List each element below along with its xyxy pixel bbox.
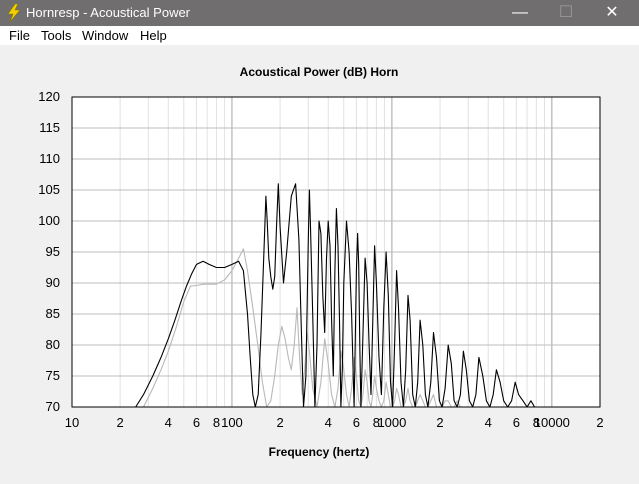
close-icon: ✕ <box>605 4 619 21</box>
x-tick-label: 6 <box>353 415 360 430</box>
maximize-icon: ☐ <box>558 4 574 21</box>
x-tick-label: 4 <box>325 415 332 430</box>
x-tick-label: 8 <box>373 415 380 430</box>
y-tick-label: 90 <box>46 275 60 290</box>
x-axis-label: Frequency (hertz) <box>269 445 370 459</box>
y-tick-label: 80 <box>46 337 60 352</box>
menu-file[interactable]: File <box>9 28 30 43</box>
maximize-button[interactable]: ☐ <box>543 0 589 26</box>
x-tick-label: 2 <box>596 415 603 430</box>
x-tick-label: 6 <box>193 415 200 430</box>
x-tick-label: 8 <box>213 415 220 430</box>
series-line <box>135 183 536 408</box>
y-tick-label: 70 <box>46 399 60 414</box>
x-tick-label: 2 <box>276 415 283 430</box>
y-tick-label: 120 <box>38 89 60 104</box>
y-tick-label: 100 <box>38 213 60 228</box>
y-tick-label: 110 <box>39 151 60 166</box>
window-title: Hornresp - Acoustical Power <box>26 5 191 20</box>
menu-window[interactable]: Window <box>82 28 129 43</box>
y-tick-label: 85 <box>46 306 60 321</box>
x-tick-label: 10000 <box>534 415 570 430</box>
x-tick-label: 10 <box>65 415 79 430</box>
x-tick-label: 2 <box>117 415 124 430</box>
lightning-icon <box>7 4 21 22</box>
x-tick-label: 2 <box>436 415 443 430</box>
plot-frame <box>71 96 601 408</box>
minimize-button[interactable]: — <box>497 0 543 26</box>
minimize-icon: — <box>512 4 528 21</box>
x-tick-label: 100 <box>221 415 243 430</box>
x-tick-label: 1000 <box>377 415 406 430</box>
series-layer <box>135 183 536 408</box>
y-tick-label: 105 <box>38 182 60 197</box>
menu-help[interactable]: Help <box>140 28 167 43</box>
x-tick-label: 8 <box>533 415 540 430</box>
x-tick-label: 4 <box>485 415 492 430</box>
menu-bar: File Tools Window Help <box>0 26 639 45</box>
x-tick-label: 4 <box>165 415 172 430</box>
series-line <box>143 248 470 408</box>
y-tick-label: 75 <box>46 368 60 383</box>
menu-tools[interactable]: Tools <box>41 28 72 43</box>
title-bar: Hornresp - Acoustical Power — ☐ ✕ <box>0 0 639 26</box>
chart-area: Acoustical Power (dB) Horn 120 115 110 105 1… <box>0 45 639 479</box>
y-tick-label: 95 <box>46 244 60 259</box>
chart-title: Acoustical Power (dB) Horn <box>240 65 399 79</box>
y-tick-label: 115 <box>39 120 60 135</box>
x-tick-label: 6 <box>513 415 520 430</box>
close-button[interactable]: ✕ <box>589 0 635 26</box>
y-axis-ticks: 120 115 110 105 100 95 90 85 80 75 70 <box>38 89 60 414</box>
acoustical-power-chart: Acoustical Power (dB) Horn 1201151101051… <box>38 65 604 459</box>
